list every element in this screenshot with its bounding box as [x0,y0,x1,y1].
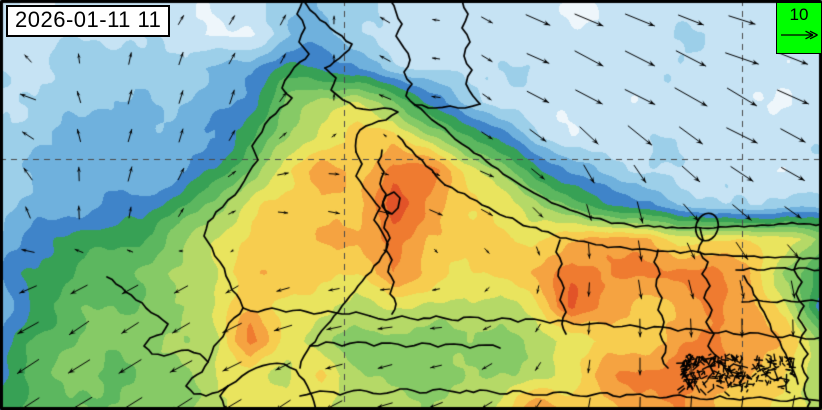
reference-arrow-icon [781,30,818,40]
timestamp-label: 2026-01-11 11 [6,5,171,37]
legend-value: 10 [789,5,809,24]
timestamp-text: 2026-01-11 11 [15,7,162,32]
wind-speed-legend: 10 [776,2,822,54]
